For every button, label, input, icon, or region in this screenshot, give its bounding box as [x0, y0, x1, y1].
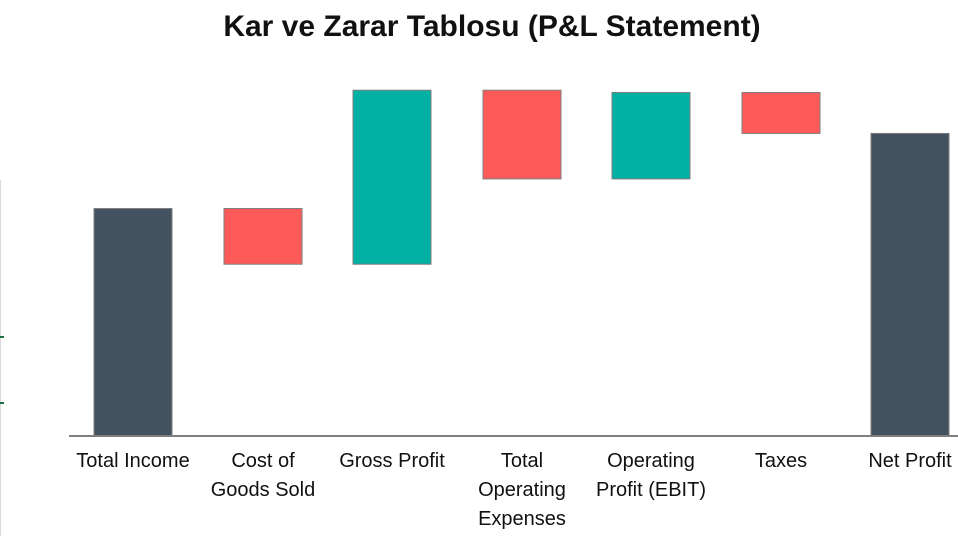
category-label-line: Operating	[478, 479, 566, 501]
category-label-line: Total Income	[76, 450, 189, 472]
chart-title: Kar ve Zarar Tablosu (P&L Statement)	[223, 10, 760, 43]
left-frame-line	[0, 180, 5, 536]
category-label: Taxes	[755, 450, 807, 472]
category-label-line: Net Profit	[868, 450, 952, 472]
category-label: Cost of Goods Sold	[211, 450, 316, 501]
left-frame-tick	[0, 402, 4, 404]
category-labels-group: Total Income Cost of Goods Sold Gross Profi…	[76, 450, 952, 530]
category-label-line: Cost of	[231, 450, 295, 472]
category-label-line: Operating	[607, 450, 695, 472]
category-label-line: Taxes	[755, 450, 807, 472]
bar-total-0	[93, 208, 173, 437]
category-label-line: Profit (EBIT)	[596, 479, 706, 501]
bar-increase-4	[611, 91, 691, 180]
category-label-line: Gross Profit	[339, 450, 445, 472]
category-label-line: Total	[501, 450, 543, 472]
bar-decrease-1	[223, 208, 303, 265]
bars-group	[93, 89, 950, 437]
category-label-line: Expenses	[478, 508, 566, 530]
category-label-line: Goods Sold	[211, 479, 316, 501]
category-label: Net Profit	[868, 450, 952, 472]
bar-decrease-3	[482, 89, 562, 180]
category-label: Total Income	[76, 450, 189, 472]
category-label: Operating Profit (EBIT)	[596, 450, 706, 501]
bar-decrease-5	[741, 91, 821, 134]
bar-total-6	[870, 132, 950, 437]
category-label: Gross Profit	[339, 450, 445, 472]
left-frame-tick	[0, 336, 4, 338]
category-label: Total Operating Expenses	[478, 450, 566, 530]
bar-increase-2	[352, 89, 432, 265]
